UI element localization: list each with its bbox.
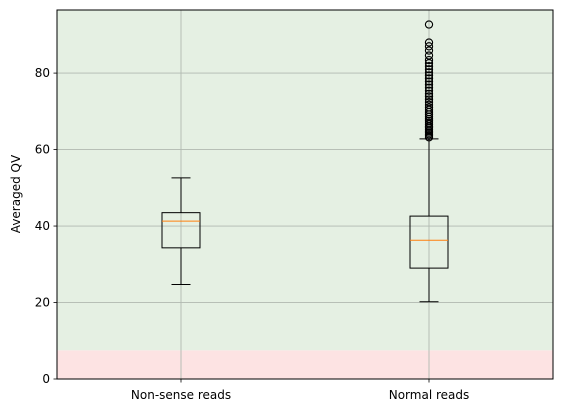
outlier-point — [424, 51, 434, 60]
y-axis-ticks: 0 20 40 60 80 — [35, 66, 57, 386]
outlier-point — [424, 100, 434, 109]
outlier-point — [424, 62, 434, 71]
band-1 — [57, 10, 553, 351]
outlier-point — [424, 89, 434, 98]
y-axis-label: Averaged QV — [9, 154, 23, 233]
boxes-layer — [161, 20, 449, 303]
y-tick-label: 20 — [35, 296, 50, 310]
y-tick-label: 40 — [35, 219, 50, 233]
outlier-point — [424, 20, 434, 29]
iqr-box — [409, 215, 449, 269]
outlier-point — [424, 83, 434, 92]
outlier-point — [424, 98, 434, 107]
axes-frame — [56, 9, 554, 380]
y-tick-label: 60 — [35, 143, 50, 157]
background-bands — [57, 10, 553, 379]
x-axis-ticks: Non-sense reads Normal reads — [131, 379, 469, 402]
outlier-point — [424, 46, 434, 55]
band-0 — [57, 350, 553, 379]
x-tick-label: Normal reads — [389, 388, 470, 402]
outlier-point — [424, 42, 434, 51]
x-tick-label: Non-sense reads — [131, 388, 231, 402]
y-tick-label: 80 — [35, 66, 50, 80]
outlier-point — [424, 74, 434, 83]
box-group-1 — [409, 20, 449, 303]
y-tick-label: 0 — [42, 372, 50, 386]
outlier-point — [424, 86, 434, 95]
outlier-point — [424, 65, 434, 74]
iqr-box — [161, 212, 201, 249]
outlier-point — [424, 55, 434, 65]
box-group-0 — [161, 177, 201, 286]
outlier-point — [424, 68, 434, 77]
outlier-point — [424, 77, 434, 86]
outlier-point — [424, 71, 434, 80]
outlier-point — [424, 103, 434, 112]
outlier-point — [424, 92, 434, 101]
outlier-point — [424, 95, 434, 104]
outlier-point — [424, 80, 434, 89]
outlier-point — [424, 38, 434, 47]
